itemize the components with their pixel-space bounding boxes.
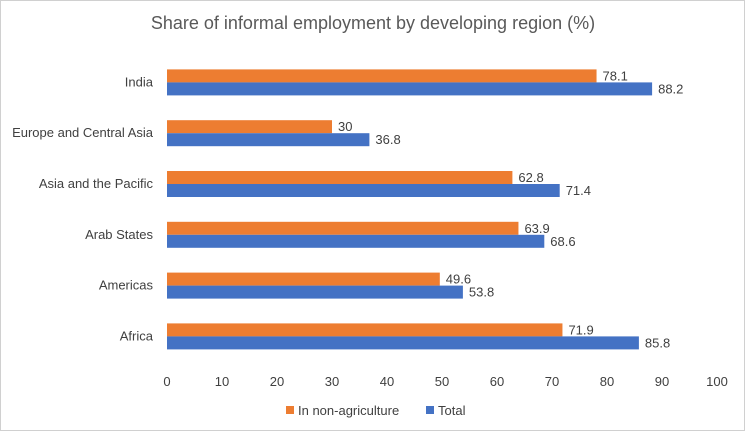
category-label: India <box>125 74 154 89</box>
x-tick-label: 100 <box>706 374 728 389</box>
x-tick-label: 70 <box>545 374 559 389</box>
data-label: 71.4 <box>566 183 591 198</box>
bar-total <box>167 234 545 248</box>
data-label: 78.1 <box>603 68 628 83</box>
x-tick-label: 80 <box>600 374 614 389</box>
legend: In non-agriculture Total <box>286 403 466 418</box>
legend-swatch-non-agriculture <box>286 406 294 414</box>
bar-total <box>167 184 560 197</box>
bar-total <box>167 336 639 350</box>
bar-non-agriculture <box>167 323 563 337</box>
category-labels: India Europe and Central Asia Asia and the… <box>12 74 154 343</box>
x-tick-label: 90 <box>655 374 669 389</box>
data-label: 53.8 <box>469 285 494 300</box>
data-labels: 78.1 88.2 30 36.8 62.8 71.4 63.968.6 49.653.8 71… <box>338 68 683 350</box>
x-tick-label: 0 <box>163 374 170 389</box>
data-label: 63.9 <box>524 221 549 236</box>
data-label: 88.2 <box>658 81 683 96</box>
x-tick-label: 40 <box>380 374 394 389</box>
bar-non-agriculture <box>167 272 440 286</box>
data-label: 36.8 <box>375 132 400 147</box>
category-label: Africa <box>120 328 154 343</box>
x-tick-label: 10 <box>215 374 229 389</box>
data-label: 68.6 <box>550 234 575 249</box>
data-label: 49.6 <box>446 272 471 287</box>
legend-swatch-total <box>426 406 434 414</box>
category-label: Europe and Central Asia <box>12 125 154 140</box>
x-tick-label: 50 <box>435 374 449 389</box>
x-axis-ticks: 0 10 20 30 40 50 60 70 80 90 100 <box>163 374 727 389</box>
category-label: Arab States <box>85 227 153 242</box>
category-label: Asia and the Pacific <box>39 176 154 191</box>
bar-non-agriculture <box>167 120 332 134</box>
legend-label-total: Total <box>438 403 466 418</box>
chart-title: Share of informal employment by developi… <box>151 13 595 33</box>
x-tick-label: 60 <box>490 374 504 389</box>
bar-non-agriculture <box>167 69 597 83</box>
bar-total <box>167 133 370 147</box>
bar-total <box>167 82 653 96</box>
data-label: 85.8 <box>645 335 670 350</box>
legend-label-non-agriculture: In non-agriculture <box>298 403 399 418</box>
bar-total <box>167 285 463 299</box>
bars-group <box>167 69 653 350</box>
data-label: 71.9 <box>568 322 593 337</box>
category-label: Americas <box>99 278 154 293</box>
bar-non-agriculture <box>167 221 519 235</box>
x-tick-label: 30 <box>325 374 339 389</box>
data-label: 62.8 <box>518 170 543 185</box>
bar-non-agriculture <box>167 171 513 184</box>
data-label: 30 <box>338 119 352 134</box>
x-tick-label: 20 <box>270 374 284 389</box>
